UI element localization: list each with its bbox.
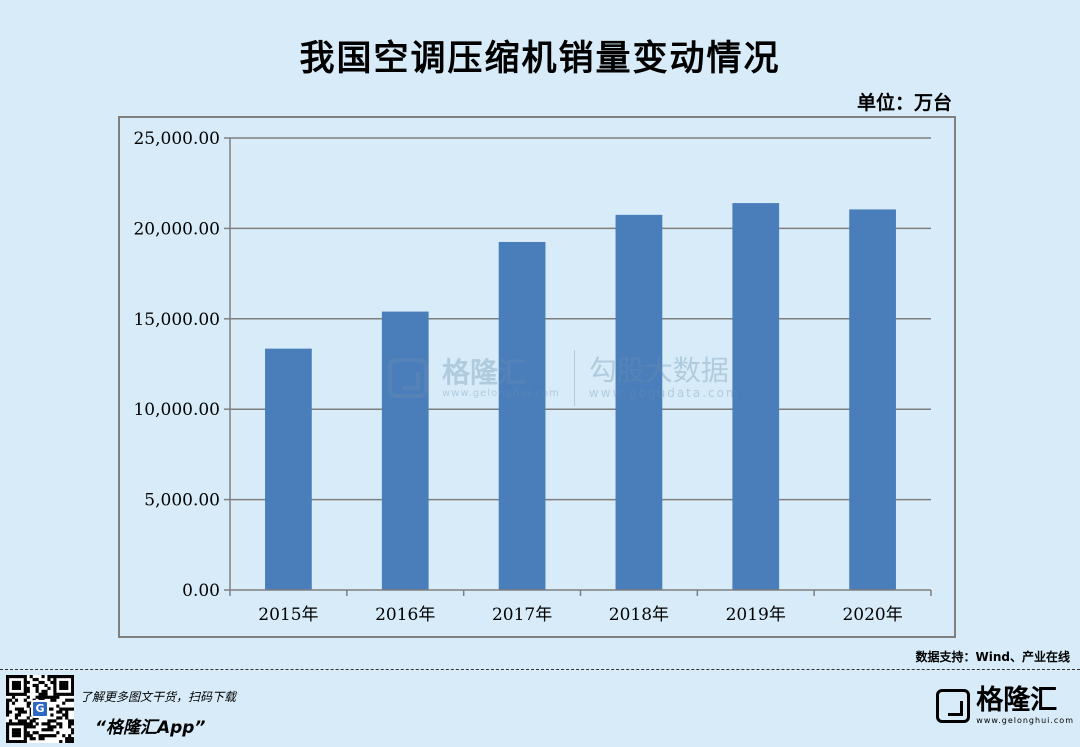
y-tick-label: 20,000.00: [133, 219, 220, 239]
qr-logo-icon: G: [31, 700, 49, 718]
y-tick-label: 15,000.00: [133, 310, 220, 330]
promo-text: 了解更多图文干货，扫码下载: [80, 690, 237, 704]
x-tick-label: 2016年: [375, 605, 435, 625]
data-source: 数据支持：Wind、产业在线: [915, 650, 1070, 664]
gridlines: [230, 137, 931, 501]
bar-4: [732, 203, 780, 590]
tick-labels: 0.00 5,000.00 10,000.00 15,000.00 20,000.00 2…: [133, 129, 902, 625]
plot-frame: 0.00 5,000.00 10,000.00 15,000.00 20,000.00 2…: [118, 116, 956, 638]
brand-logo: 格隆汇 www.gelonghui.com: [936, 686, 1074, 725]
x-tick-label: 2020年: [842, 605, 902, 625]
y-tick-label: 5,000.00: [144, 491, 220, 511]
bar-2: [498, 241, 546, 590]
gelonghui-brand-icon: [936, 688, 971, 723]
y-tick-label: 25,000.00: [133, 129, 220, 149]
x-tick-label: 2017年: [492, 605, 552, 625]
x-tick-label: 2019年: [726, 605, 786, 625]
bar-chart: 0.00 5,000.00 10,000.00 15,000.00 20,000.00 2…: [133, 129, 932, 625]
y-tick-label: 10,000.00: [133, 400, 220, 420]
footer-divider: [0, 669, 1080, 670]
bar-3: [615, 214, 663, 590]
brand-name: 格隆汇: [976, 685, 1058, 716]
x-tick-label: 2015年: [258, 605, 318, 625]
chart-title: 我国空调压缩机销量变动情况: [299, 39, 781, 79]
bar-0: [265, 348, 312, 590]
bar-5: [849, 209, 896, 590]
unit-label: 单位：万台: [856, 92, 952, 114]
qr-code[interactable]: G: [6, 675, 75, 744]
brand-url: www.gelonghui.com: [976, 716, 1074, 725]
axes: [224, 137, 932, 596]
y-tick-label: 0.00: [182, 581, 220, 601]
promo-app-name: “格隆汇App”: [95, 718, 206, 738]
bar-1: [381, 311, 429, 590]
bars: [265, 203, 896, 590]
x-tick-label: 2018年: [609, 605, 669, 625]
